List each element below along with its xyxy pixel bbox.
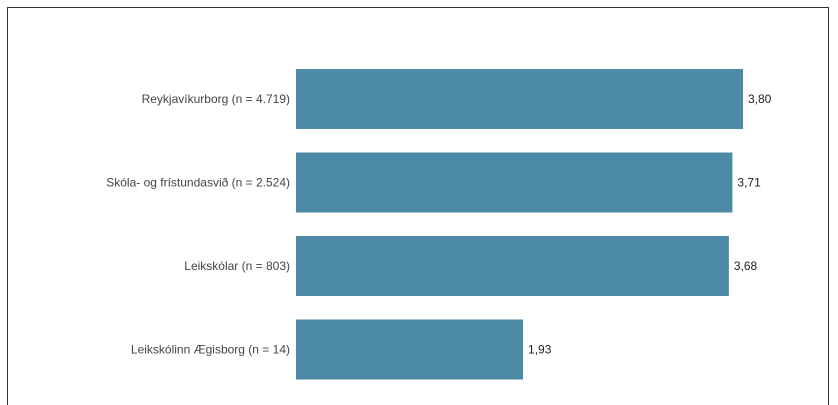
bar-value-label: 3,80 — [748, 92, 772, 106]
bar-value-label: 3,71 — [737, 176, 761, 190]
category-label: Reykjavíkurborg (n = 4.719) — [142, 92, 290, 106]
bar — [296, 69, 743, 129]
bar-value-label: 1,93 — [528, 343, 552, 357]
bar — [296, 236, 729, 296]
category-label: Leikskólar (n = 803) — [184, 259, 290, 273]
bar — [296, 152, 733, 213]
category-labels: Reykjavíkurborg (n = 4.719) Skóla- og frí… — [106, 92, 290, 357]
category-label: Skóla- og frístundasvið (n = 2.524) — [106, 176, 290, 190]
value-labels: 3,80 3,71 3,68 1,93 — [528, 92, 772, 357]
bars — [296, 69, 743, 380]
bar-value-label: 3,68 — [734, 259, 758, 273]
category-label: Leikskólinn Ægisborg (n = 14) — [131, 343, 290, 357]
bar — [296, 319, 524, 380]
